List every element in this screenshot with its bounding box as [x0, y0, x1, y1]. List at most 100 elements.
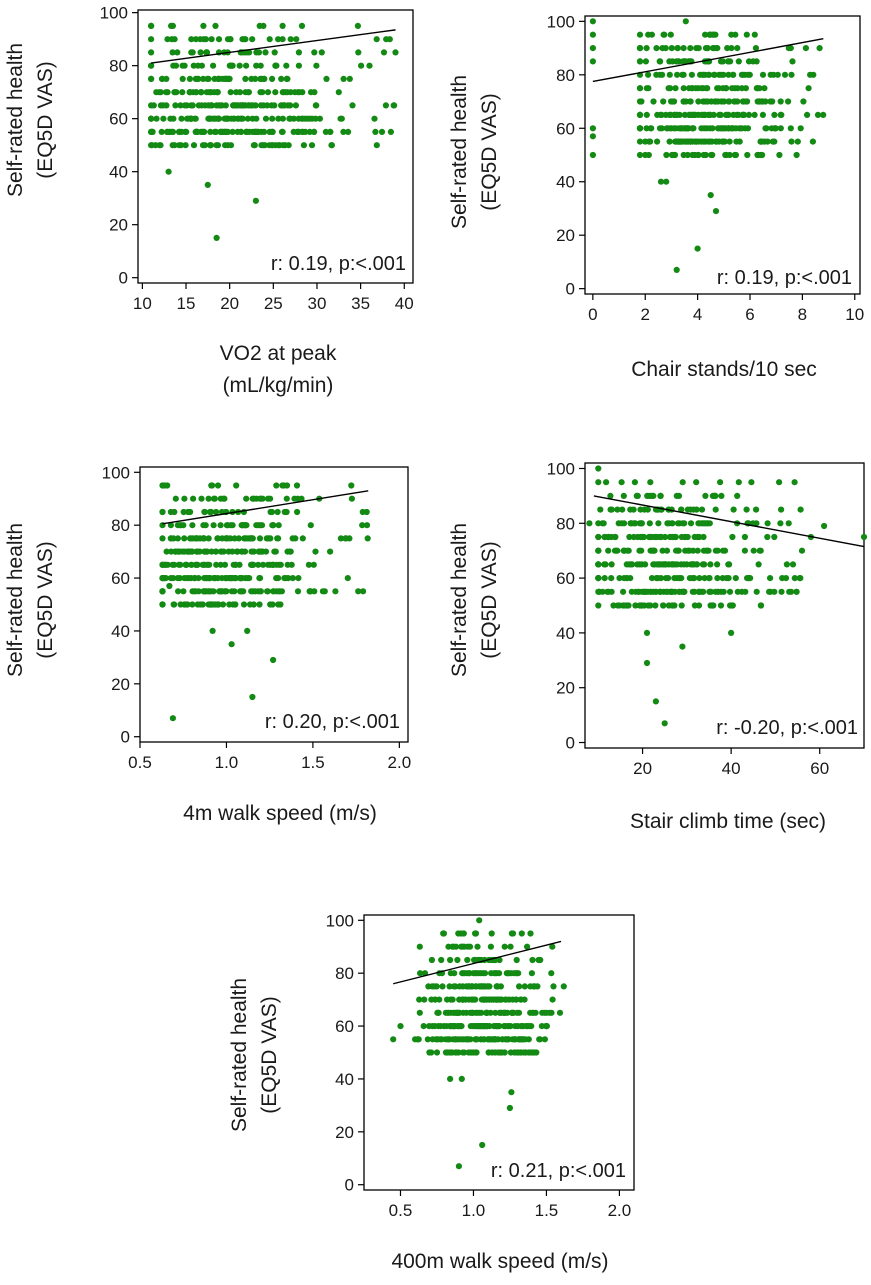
data-point [148, 128, 155, 135]
data-point [217, 561, 224, 568]
data-point [271, 49, 278, 56]
scatter-points [589, 18, 827, 273]
fit-line [393, 940, 562, 985]
data-point [458, 930, 465, 937]
data-point [725, 71, 732, 78]
data-point [616, 575, 623, 582]
data-point [630, 506, 637, 513]
data-point [268, 142, 275, 149]
data-point [549, 996, 556, 1003]
data-point [734, 98, 741, 105]
data-point [148, 49, 155, 56]
data-point [777, 98, 784, 105]
data-point [712, 208, 720, 215]
data-point [181, 495, 188, 502]
data-point [268, 102, 275, 109]
data-point [636, 111, 644, 118]
y-tick-label: 100 [326, 911, 354, 930]
y-tick-label: 40 [556, 624, 575, 643]
y-axis-title-line-2: (EQ5D VAS) [478, 541, 501, 658]
data-point [275, 522, 282, 529]
data-point [660, 602, 667, 609]
data-point [730, 506, 737, 513]
data-point [623, 575, 630, 582]
data-point [287, 36, 294, 43]
x-tick-label: 10 [845, 305, 864, 324]
data-point [153, 115, 160, 122]
data-point [589, 151, 597, 159]
data-point [693, 479, 700, 486]
data-point [148, 22, 155, 29]
scatter-points [148, 22, 399, 241]
data-point [215, 36, 223, 43]
data-point [169, 49, 176, 56]
data-point [203, 49, 211, 56]
data-point [717, 602, 725, 609]
data-point [767, 71, 774, 78]
data-point [786, 588, 793, 595]
data-point [605, 533, 613, 541]
data-point [687, 520, 695, 527]
data-point [163, 89, 170, 96]
data-point [645, 71, 652, 78]
data-point [793, 151, 800, 159]
data-point [295, 62, 302, 69]
data-point [291, 495, 298, 502]
data-point [197, 49, 204, 56]
y-tick-label: 80 [109, 57, 128, 76]
data-point [295, 575, 302, 582]
data-point [684, 125, 691, 132]
data-point [340, 128, 347, 135]
data-point [702, 151, 709, 159]
data-point [658, 125, 665, 132]
data-point [313, 62, 320, 69]
data-point [165, 168, 172, 175]
data-point [447, 956, 454, 964]
data-point [458, 943, 465, 950]
data-point [744, 71, 752, 78]
data-point [179, 62, 186, 69]
data-point [278, 75, 285, 82]
x-tick-label: 1.5 [301, 753, 325, 772]
data-point [205, 495, 212, 502]
x-tick-label: 0 [588, 305, 597, 324]
data-point [189, 49, 196, 56]
data-point [177, 142, 185, 149]
data-point [275, 115, 282, 122]
data-point [493, 983, 500, 990]
data-point [703, 85, 710, 92]
data-point [710, 31, 717, 38]
data-point [267, 495, 274, 502]
data-point [312, 102, 319, 109]
y-tick-label: 40 [109, 163, 128, 182]
data-point [373, 36, 380, 43]
data-point [675, 138, 682, 145]
data-point [682, 98, 690, 105]
data-point [759, 71, 767, 78]
data-point [816, 45, 823, 52]
data-point [689, 125, 696, 132]
data-point [205, 535, 212, 542]
data-point [789, 58, 796, 65]
data-point [255, 548, 262, 555]
x-tick-label: 20 [220, 294, 239, 313]
data-point [264, 89, 272, 96]
data-point [674, 45, 681, 52]
data-point [534, 983, 541, 990]
data-point [371, 115, 378, 122]
data-point [743, 31, 750, 38]
scatter-points [390, 917, 567, 1170]
data-point [244, 115, 251, 122]
data-point [274, 508, 281, 516]
data-point [789, 561, 797, 568]
data-point [513, 956, 520, 964]
data-point [363, 522, 371, 529]
data-point [253, 128, 260, 135]
data-point [276, 588, 283, 595]
data-point [239, 102, 246, 109]
data-point [208, 36, 215, 43]
data-point [744, 151, 751, 159]
data-point [446, 983, 453, 990]
data-point [169, 561, 176, 568]
data-point [167, 508, 174, 516]
